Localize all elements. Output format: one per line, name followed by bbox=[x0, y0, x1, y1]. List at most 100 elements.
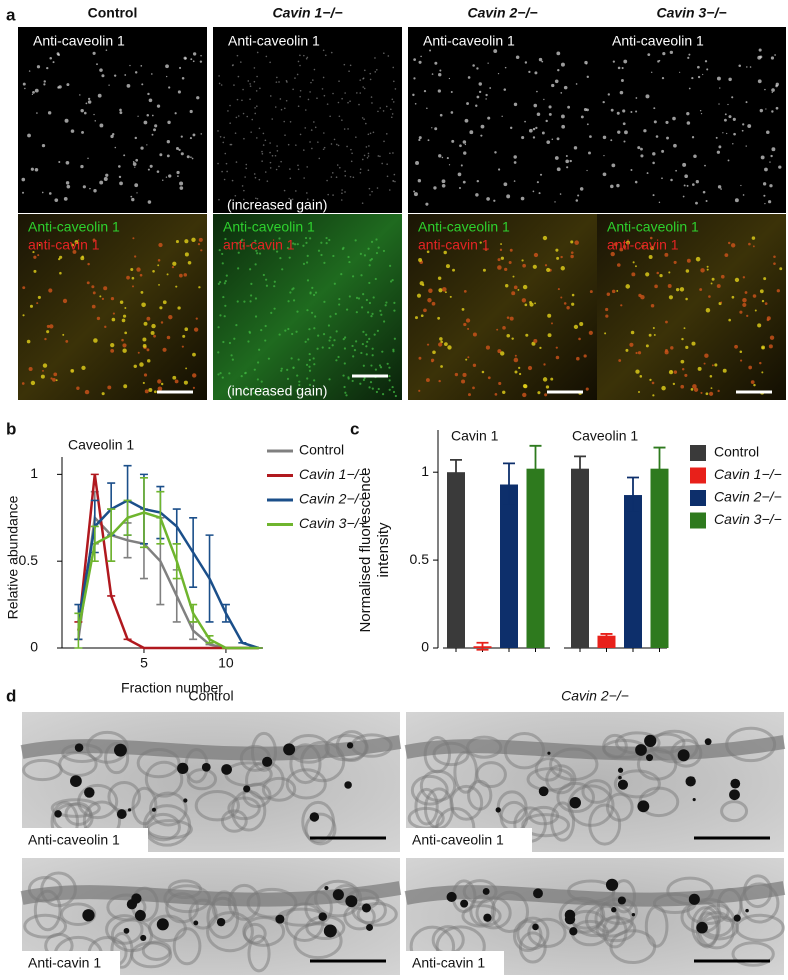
speck bbox=[176, 170, 180, 175]
speck bbox=[738, 64, 741, 68]
speck bbox=[240, 375, 243, 378]
vesicle bbox=[644, 905, 669, 948]
speck bbox=[529, 301, 532, 304]
speck bbox=[503, 88, 507, 91]
speck bbox=[718, 103, 720, 105]
speck bbox=[717, 389, 720, 393]
speck bbox=[199, 60, 203, 63]
gold-particle bbox=[730, 778, 741, 789]
gold-particle bbox=[127, 808, 132, 812]
speck bbox=[754, 309, 757, 312]
speck bbox=[547, 313, 552, 318]
speck bbox=[119, 181, 123, 186]
speck bbox=[649, 236, 653, 240]
speck bbox=[122, 343, 127, 348]
speck bbox=[343, 362, 346, 365]
speck bbox=[179, 181, 184, 186]
speck bbox=[254, 263, 257, 266]
speck bbox=[331, 172, 334, 174]
speck bbox=[299, 64, 301, 67]
speck bbox=[472, 332, 477, 337]
speck bbox=[84, 111, 87, 115]
gold-particle bbox=[116, 809, 127, 819]
speck bbox=[285, 79, 288, 82]
speck bbox=[769, 161, 771, 163]
speck bbox=[427, 298, 432, 303]
speck bbox=[692, 384, 697, 389]
speck bbox=[442, 287, 447, 292]
speck bbox=[192, 373, 197, 378]
speck bbox=[392, 66, 395, 69]
vesicle bbox=[613, 769, 661, 799]
speck bbox=[699, 110, 702, 112]
speck bbox=[462, 180, 466, 184]
gold-particle bbox=[193, 920, 199, 926]
speck bbox=[221, 170, 223, 173]
speck bbox=[31, 93, 34, 96]
speck bbox=[716, 150, 721, 154]
speck bbox=[46, 330, 50, 334]
speck bbox=[262, 273, 265, 277]
speck bbox=[362, 86, 365, 88]
speck bbox=[617, 66, 621, 70]
speck bbox=[734, 344, 738, 349]
speck bbox=[218, 198, 220, 201]
speck bbox=[124, 307, 127, 309]
speck bbox=[683, 184, 686, 187]
speck bbox=[57, 86, 60, 89]
speck bbox=[337, 144, 340, 147]
speck bbox=[646, 172, 649, 175]
speck bbox=[368, 386, 371, 389]
speck bbox=[629, 342, 634, 347]
speck bbox=[133, 364, 137, 368]
speck bbox=[536, 112, 541, 116]
speck bbox=[675, 169, 677, 172]
speck bbox=[30, 380, 36, 386]
speck bbox=[546, 140, 551, 145]
speck bbox=[179, 273, 183, 278]
speck bbox=[418, 136, 422, 140]
speck bbox=[110, 343, 115, 348]
speck bbox=[58, 161, 61, 164]
speck bbox=[53, 372, 58, 377]
speck bbox=[87, 157, 89, 160]
speck bbox=[287, 300, 290, 303]
membrane bbox=[20, 735, 402, 761]
speck bbox=[341, 189, 343, 191]
speck bbox=[439, 337, 443, 341]
speck bbox=[524, 61, 528, 64]
speck bbox=[231, 179, 234, 182]
speck bbox=[160, 321, 164, 324]
speck bbox=[728, 115, 732, 119]
speck bbox=[325, 236, 328, 240]
speck bbox=[771, 110, 774, 113]
speck bbox=[661, 149, 665, 153]
speck bbox=[250, 131, 252, 133]
speck bbox=[148, 98, 153, 103]
speck bbox=[152, 269, 155, 273]
speck bbox=[147, 359, 151, 363]
speck bbox=[363, 118, 365, 121]
speck bbox=[390, 116, 393, 119]
speck bbox=[121, 338, 124, 342]
speck bbox=[341, 192, 343, 195]
speck bbox=[196, 96, 200, 100]
speck bbox=[298, 380, 301, 383]
speck bbox=[776, 289, 780, 293]
speck bbox=[274, 106, 277, 108]
speck bbox=[124, 331, 128, 335]
speck bbox=[299, 54, 301, 57]
speck bbox=[37, 295, 41, 299]
speck bbox=[555, 355, 560, 360]
speck bbox=[437, 316, 441, 320]
gold-particle bbox=[151, 807, 156, 812]
speck bbox=[235, 324, 238, 327]
speck bbox=[62, 333, 65, 336]
column-title: Control bbox=[188, 688, 233, 704]
speck bbox=[167, 120, 171, 125]
speck bbox=[705, 308, 711, 313]
speck bbox=[149, 164, 153, 168]
speck bbox=[413, 77, 416, 80]
vesicle bbox=[670, 738, 703, 768]
speck bbox=[438, 342, 443, 347]
